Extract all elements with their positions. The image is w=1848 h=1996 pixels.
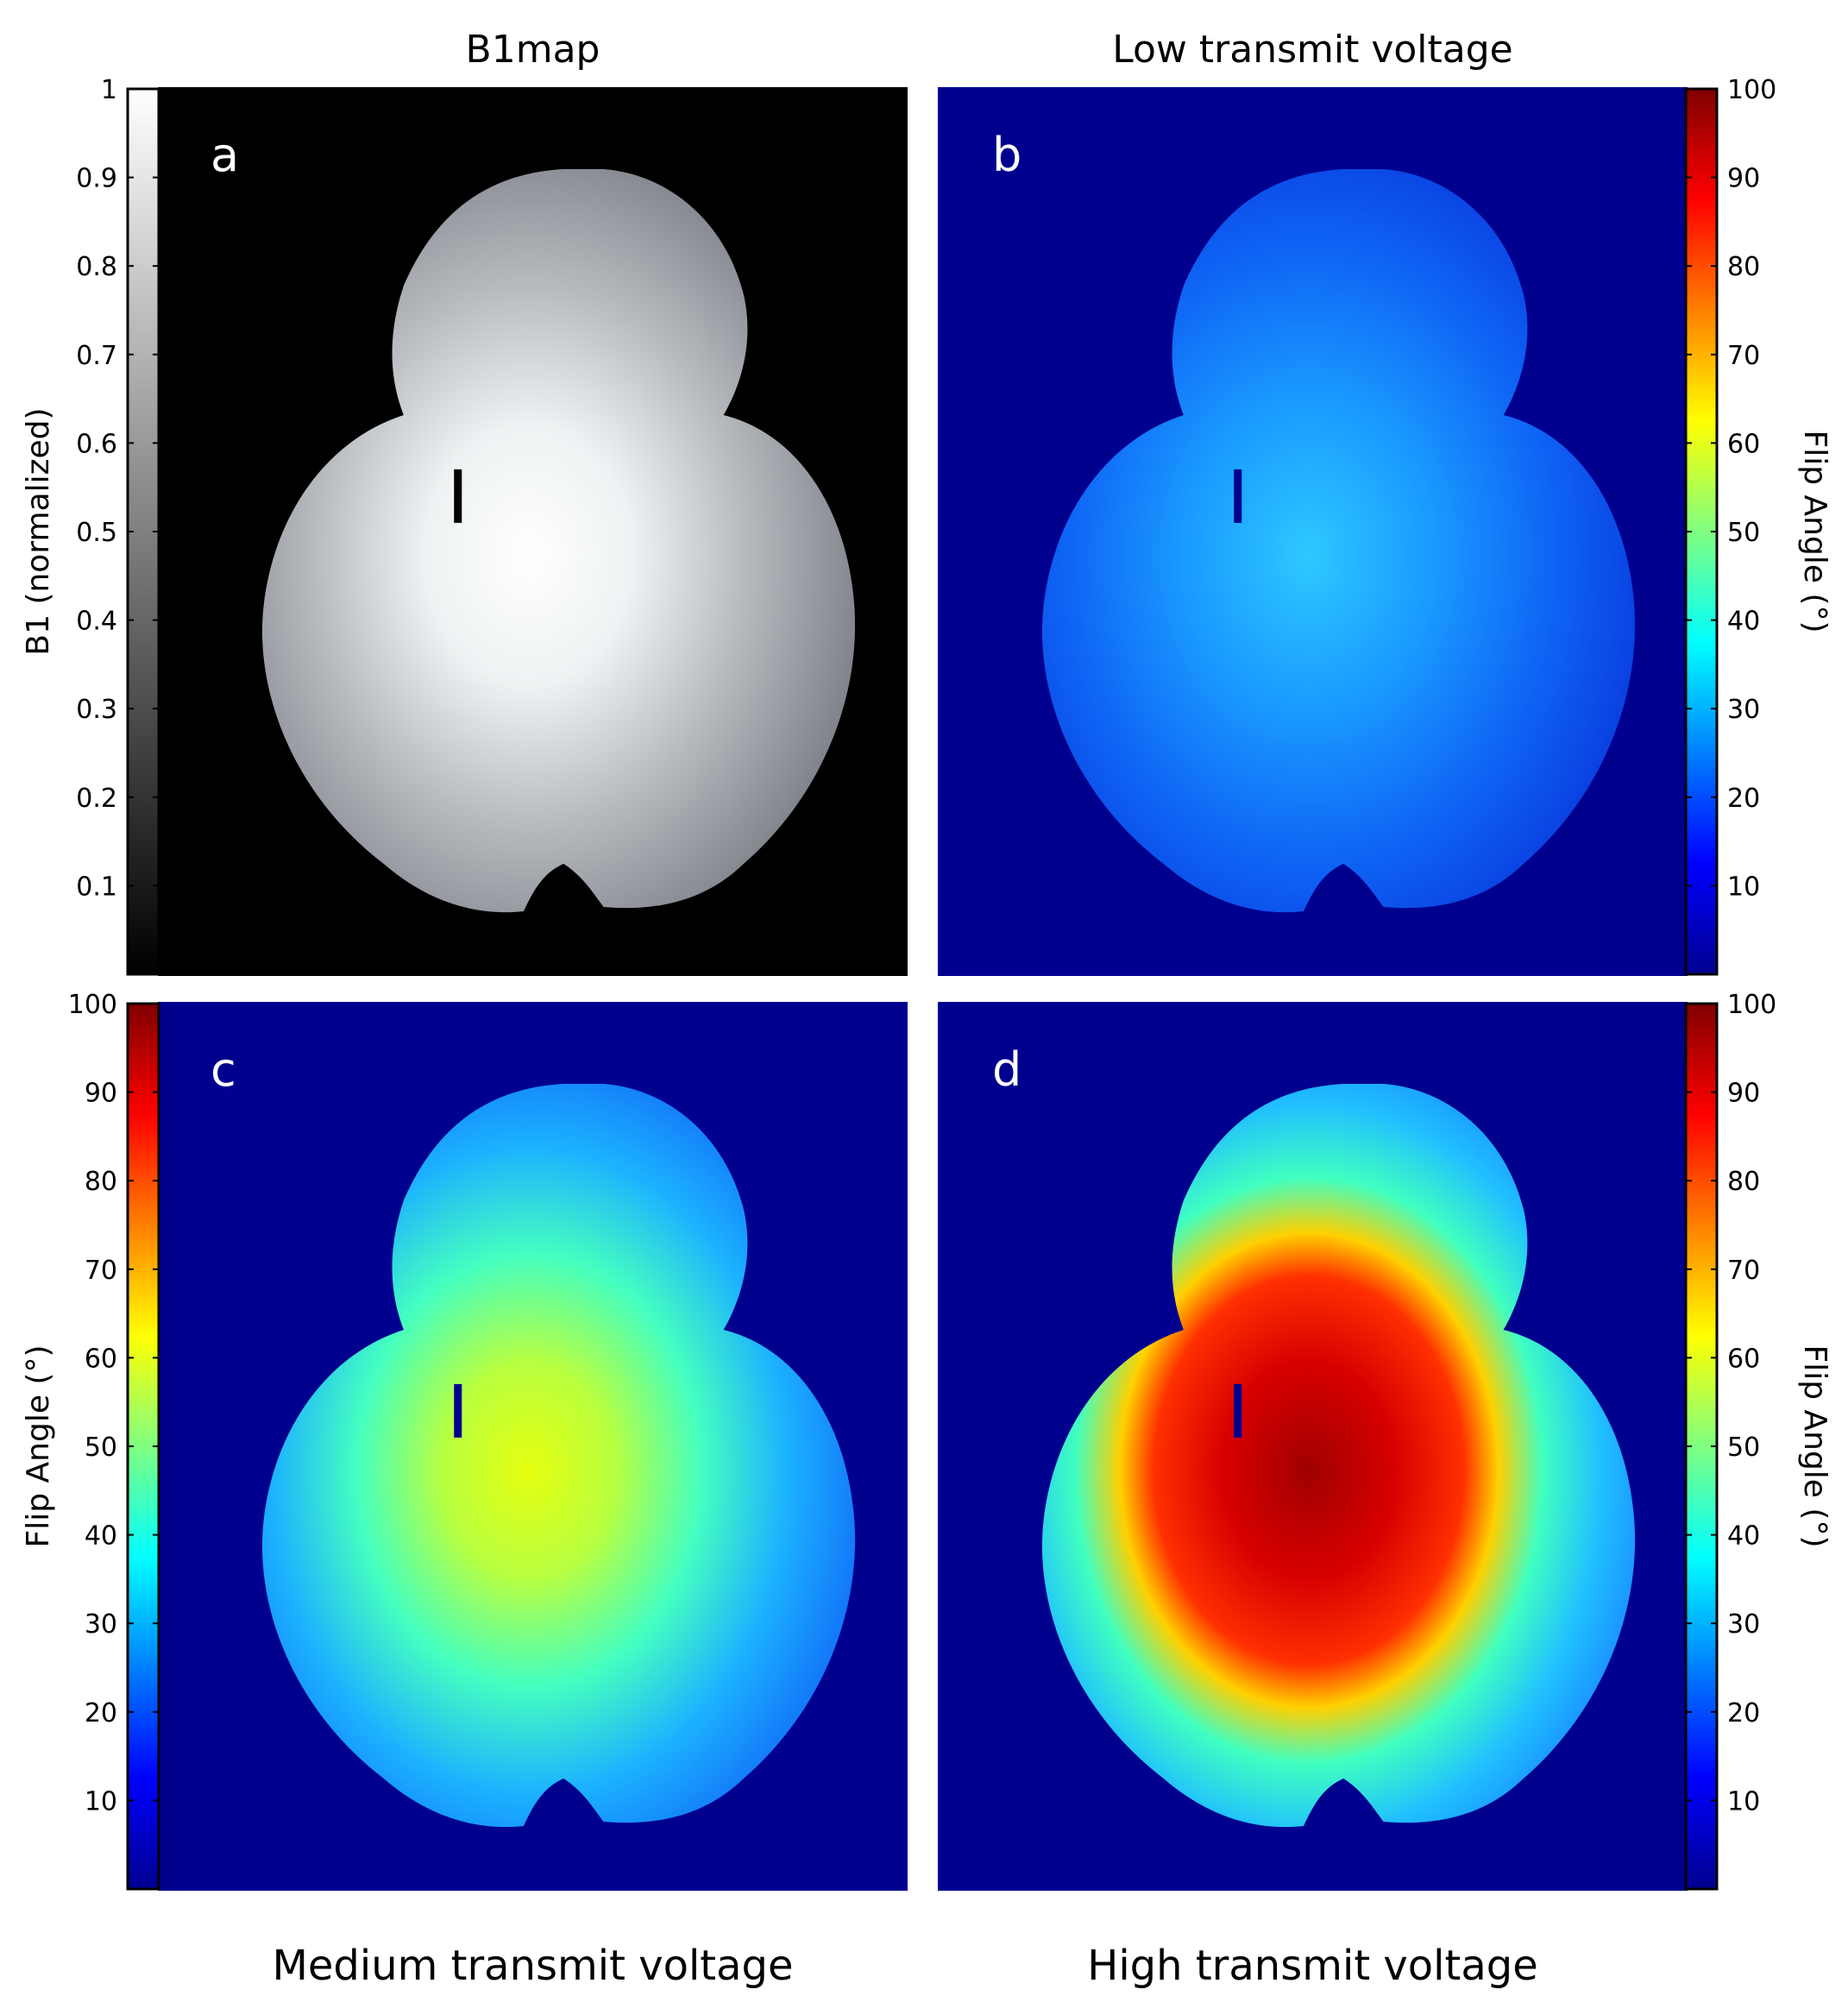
panel-b: b: [938, 87, 1688, 976]
colorbar-tick-label: 100: [1727, 75, 1776, 105]
panel-title-b: Low transmit voltage: [1112, 28, 1512, 72]
colorbar-tick-label: 70: [1727, 341, 1760, 371]
colorbar-tick-label: 20: [1727, 1698, 1760, 1728]
colorbar-tick-label: 0.3: [76, 695, 117, 725]
colorbar-tick-label: 30: [1727, 695, 1760, 725]
colorbar-label: Flip Angle (°): [1797, 431, 1832, 633]
colorbar-tick-label: 50: [85, 1432, 117, 1463]
colorbar-tick-label: 50: [1727, 518, 1760, 548]
colorbar-tick-label: 0.9: [76, 164, 117, 194]
colorbar-tick-label: 1: [101, 75, 117, 105]
colorbar-tick-label: 40: [1727, 1521, 1760, 1552]
colorbar-tick-label: 80: [1727, 252, 1760, 282]
colorbar-tick-label: 60: [1727, 1344, 1760, 1374]
colorbar-tick-label: 0.1: [76, 872, 117, 902]
ventricle-mark: [1234, 469, 1242, 523]
panel-c: c: [158, 1002, 908, 1891]
ventricle-mark: [454, 1383, 462, 1438]
colorbar-tick-label: 0.6: [76, 429, 117, 459]
colorbar-tick-label: 0.5: [76, 518, 117, 548]
panel-a: a: [158, 87, 908, 976]
colorbar-label: B1 (normalized): [21, 407, 56, 655]
panel-letter: c: [211, 1042, 236, 1097]
colorbar-tick-label: 0.7: [76, 341, 117, 371]
ventricle-mark: [1234, 1383, 1242, 1438]
colorbar-tick-label: 70: [85, 1256, 117, 1286]
panel-title-c: Medium transmit voltage: [272, 1942, 793, 1990]
ventricle-mark: [454, 469, 462, 523]
colorbar-tick-label: 0.8: [76, 252, 117, 282]
colorbar-tick-label: 10: [85, 1786, 117, 1817]
colorbar-c: 10 20 30 40 50 60 70 80 90 100 Flip Angle (°): [21, 990, 160, 1891]
panel-letter: a: [211, 128, 239, 182]
colorbar-a: 0.1 0.2 0.3 0.4 0.5 0.6 0.7 0.8 0.9 1 B1 (normaliz…: [21, 75, 160, 976]
colorbar-tick-label: 40: [85, 1521, 117, 1552]
colorbar-tick-label: 30: [85, 1609, 117, 1640]
colorbar-tick-label: 50: [1727, 1432, 1760, 1463]
panel-title-a: B1map: [466, 28, 600, 72]
colorbar-tick-label: 60: [85, 1344, 117, 1374]
colorbar-tick-label: 60: [1727, 429, 1760, 459]
colorbar-tick-label: 20: [1727, 784, 1760, 814]
colorbar-tick-label: 90: [1727, 1079, 1760, 1109]
panel-d: d: [938, 1002, 1688, 1891]
colorbar-tick-label: 0.2: [76, 784, 117, 814]
panel-letter: d: [992, 1042, 1021, 1097]
colorbar-label: Flip Angle (°): [21, 1345, 56, 1548]
colorbar-tick-label: 80: [85, 1167, 117, 1197]
colorbar-tick-label: 0.4: [76, 607, 117, 637]
colorbar-tick-label: 20: [85, 1698, 117, 1728]
panel-title-d: High transmit voltage: [1087, 1942, 1538, 1990]
colorbar-tick-label: 40: [1727, 607, 1760, 637]
colorbar-label: Flip Angle (°): [1797, 1345, 1832, 1548]
colorbar-tick-label: 100: [1727, 990, 1776, 1020]
colorbar-tick-label: 10: [1727, 1786, 1760, 1817]
colorbar-tick-label: 100: [68, 990, 117, 1020]
colorbar-tick-label: 70: [1727, 1256, 1760, 1286]
colorbar-b: 10 20 30 40 50 60 70 80 90 100 Flip Angle (°): [1684, 75, 1832, 976]
colorbar-tick-label: 10: [1727, 872, 1760, 902]
panel-letter: b: [992, 128, 1021, 182]
colorbar-tick-label: 30: [1727, 1609, 1760, 1640]
colorbar-tick-label: 80: [1727, 1167, 1760, 1197]
colorbar-d: 10 20 30 40 50 60 70 80 90 100 Flip Angle (°): [1684, 990, 1832, 1891]
colorbar-tick-label: 90: [85, 1079, 117, 1109]
colorbar-tick-label: 90: [1727, 164, 1760, 194]
